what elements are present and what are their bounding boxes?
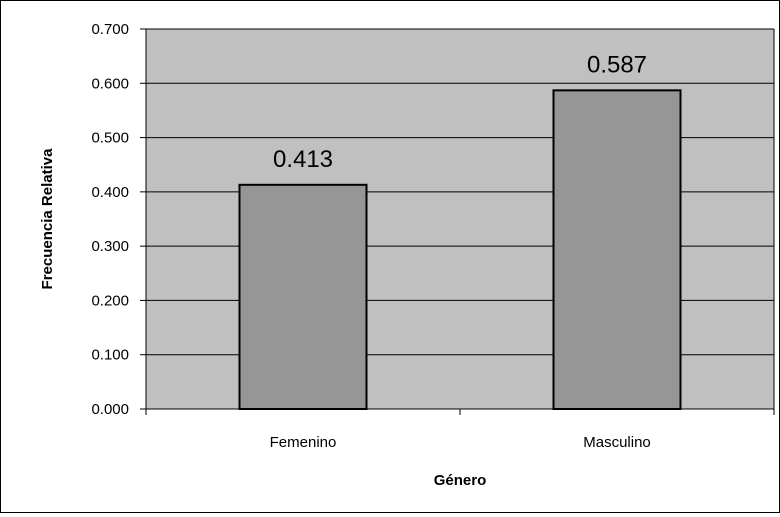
x-axis-title: Género	[434, 472, 487, 489]
bar-femenino	[238, 183, 368, 410]
bars	[238, 89, 682, 410]
y-tick-label: 0.000	[91, 401, 129, 418]
x-tick-label: Masculino	[583, 434, 651, 451]
y-tick-labels: 0.000 0.100 0.200 0.300 0.400 0.500 0.600 0.700	[91, 21, 129, 418]
bar-masculino	[552, 89, 682, 410]
y-tick-label: 0.500	[91, 130, 129, 147]
y-tick-label: 0.400	[91, 184, 129, 201]
data-label: 0.587	[587, 51, 647, 78]
y-tick-label: 0.100	[91, 347, 129, 364]
y-tick-label: 0.300	[91, 238, 129, 255]
x-tick-label: Femenino	[270, 434, 337, 451]
data-label: 0.413	[273, 146, 333, 173]
y-tick-label: 0.200	[91, 292, 129, 309]
y-tick-label: 0.700	[91, 21, 129, 38]
axes	[140, 28, 775, 415]
y-axis-title: Frecuencia Relativa	[39, 148, 56, 290]
y-tick-label: 0.600	[91, 75, 129, 92]
x-tick-labels: Femenino Masculino	[270, 434, 651, 451]
data-labels: 0.413 0.587	[273, 51, 647, 172]
